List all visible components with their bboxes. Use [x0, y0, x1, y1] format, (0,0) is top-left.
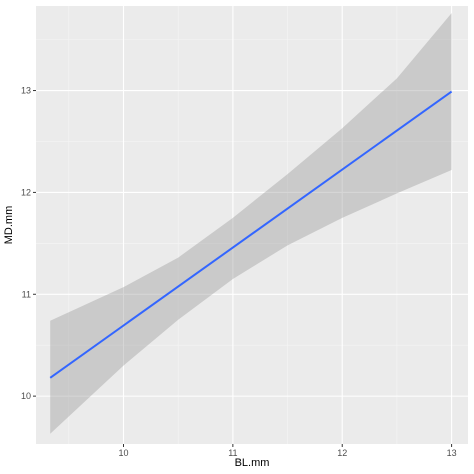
x-tick-label: 13: [447, 448, 457, 458]
fit-line-layer: [49, 90, 453, 379]
y-axis-ticks: 10 11 12 13: [21, 86, 36, 401]
confidence-band: [50, 13, 452, 434]
x-tick-label: 11: [228, 448, 237, 458]
fit-line: [49, 90, 453, 379]
x-tick-label: 10: [118, 448, 128, 458]
confidence-band-layer: [50, 13, 452, 434]
y-tick-label: 12: [21, 187, 31, 197]
y-tick-label: 10: [21, 391, 31, 401]
panel-background: [36, 6, 468, 444]
y-axis-title: MD.mm: [3, 206, 15, 245]
y-tick-label: 11: [22, 289, 31, 299]
grid: [36, 6, 468, 444]
x-tick-label: 12: [337, 448, 347, 458]
x-axis-title: BL.mm: [235, 457, 270, 469]
y-tick-label: 13: [21, 86, 31, 96]
x-axis-ticks: 10 11 12 13: [118, 444, 457, 458]
